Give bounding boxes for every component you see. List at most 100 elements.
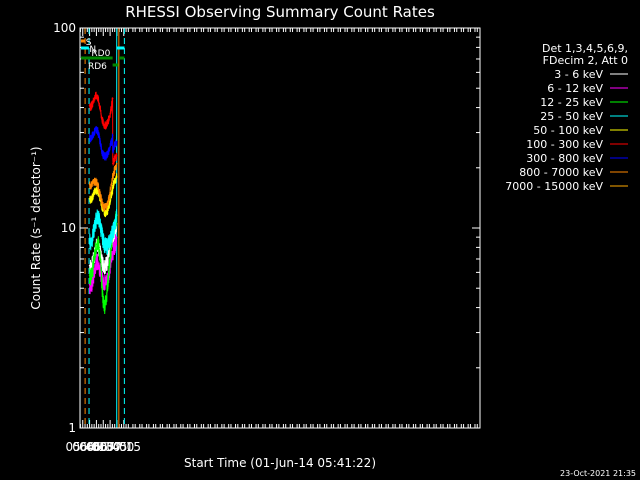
data-point-50-100-kev [106,209,109,212]
data-point-800-7000-kev [107,198,110,201]
data-point-300-800-kev [109,146,111,148]
data-point-25-50-kev [88,240,91,242]
data-point-300-800-kev [105,155,107,157]
legend-label-100-300-kev: 100 - 300 keV [526,138,603,151]
data-point-25-50-kev [99,225,102,228]
data-point-300-800-kev [115,140,118,143]
data-point-100-300-kev [101,117,103,120]
data-point-12-25-kev [99,260,102,263]
data-point-300-800-kev [99,143,102,146]
data-point-12-25-kev [90,276,92,278]
x-tick-label-06:45: 06:45 [93,440,128,454]
data-point-100-300-kev [103,124,106,127]
y-tick-label-100: 100 [53,21,76,35]
data-point-3-6-kev [90,265,92,268]
data-point-300-800-kev [111,134,114,137]
legend-label-800-7000-kev: 800 - 7000 keV [519,166,603,179]
data-point-800-7000-kev [98,189,100,191]
data-point-6-12-kev [95,261,98,264]
data-point-300-800-kev [98,136,100,138]
data-point-12-25-kev [106,287,109,290]
data-point-300-800-kev [107,150,110,153]
data-point-6-12-kev [98,264,100,267]
legend-label-50-100-kev: 50 - 100 keV [533,124,603,137]
x-tick-label-06:15: 06:15 [79,440,114,454]
data-point-6-12-kev [96,260,99,263]
data-point-25-50-kev [92,230,95,233]
data-point-25-50-kev [113,227,116,229]
data-point-3-6-kev [103,264,106,267]
data-point-100-300-kev [96,96,99,99]
data-point-12-25-kev [109,258,111,260]
data-point-12-25-kev [102,300,105,303]
data-point-800-7000-kev [94,180,96,182]
data-point-800-7000-kev [96,184,99,186]
data-point-3-6-kev [88,264,91,267]
data-point-100-300-kev [110,105,113,108]
data-point-300-800-kev [94,129,96,132]
data-point-12-25-kev [105,298,107,301]
data-point-25-50-kev [90,241,92,243]
state-label-rd6: RD6 [88,62,107,72]
data-point-6-12-kev [88,283,91,286]
data-point-100-300-kev [114,156,117,159]
data-point-50-100-kev [112,184,114,187]
data-point-300-800-kev [91,135,94,137]
chart-title: RHESSI Observing Summary Count Rates [125,3,435,21]
data-point-800-7000-kev [109,191,111,194]
data-point-100-300-kev [113,158,116,161]
legend-label-7000-15000-kev: 7000 - 15000 keV [505,180,603,193]
data-point-300-800-kev [90,137,92,140]
data-point-800-7000-kev [115,162,118,165]
data-point-25-50-kev [101,232,103,235]
data-point-100-300-kev [91,102,94,105]
data-point-12-25-kev [92,260,95,263]
data-point-3-6-kev [105,263,107,265]
series-line-25-50-kev [89,209,118,255]
series-line-6-12-kev [89,234,118,295]
data-point-6-12-kev [103,282,106,284]
data-point-100-300-kev [95,94,98,97]
data-point-300-800-kev [101,150,103,153]
data-point-3-6-kev [101,259,103,262]
data-point-12-25-kev [95,243,98,245]
data-point-800-7000-kev [106,203,109,205]
data-point-800-7000-kev [113,170,116,173]
data-point-25-50-kev [109,239,111,241]
data-point-25-50-kev [95,217,98,219]
legend-label-25-50-kev: 25 - 50 keV [540,110,603,123]
data-point-12-25-kev [91,271,94,274]
x-tick-label-06:00: 06:00 [72,440,107,454]
data-point-100-300-kev [105,124,107,126]
data-point-50-100-kev [88,197,91,200]
data-point-3-6-kev [107,255,110,258]
x-tick-label-07:15: 07:15 [106,440,141,454]
data-point-12-25-kev [88,274,91,277]
data-point-100-300-kev [106,121,109,124]
data-point-800-7000-kev [92,181,95,183]
legend-header-0: Det 1,3,4,5,6,9, [542,42,628,55]
data-point-6-12-kev [91,282,94,284]
data-point-50-100-kev [113,181,116,183]
data-point-800-7000-kev [102,205,105,207]
data-point-300-800-kev [88,136,91,138]
data-point-800-7000-kev [101,201,103,203]
data-point-3-6-kev [106,260,109,263]
data-point-300-800-kev [103,155,106,158]
data-point-12-25-kev [98,246,100,249]
series-line-800-7000-kev [89,163,118,212]
data-point-12-25-kev [110,244,113,247]
legend-label-300-800-kev: 300 - 800 keV [526,152,603,165]
data-point-100-300-kev [94,96,96,98]
data-point-25-50-kev [96,215,99,217]
data-point-50-100-kev [105,212,107,214]
data-point-50-100-kev [115,176,118,178]
data-point-800-7000-kev [99,195,102,198]
data-point-800-7000-kev [105,205,107,208]
data-point-6-12-kev [112,251,114,253]
data-point-6-12-kev [94,267,96,269]
legend-label-3-6-kev: 3 - 6 keV [554,68,603,81]
data-point-25-50-kev [114,220,117,223]
data-point-100-300-kev [102,122,105,125]
data-point-12-25-kev [101,283,103,286]
